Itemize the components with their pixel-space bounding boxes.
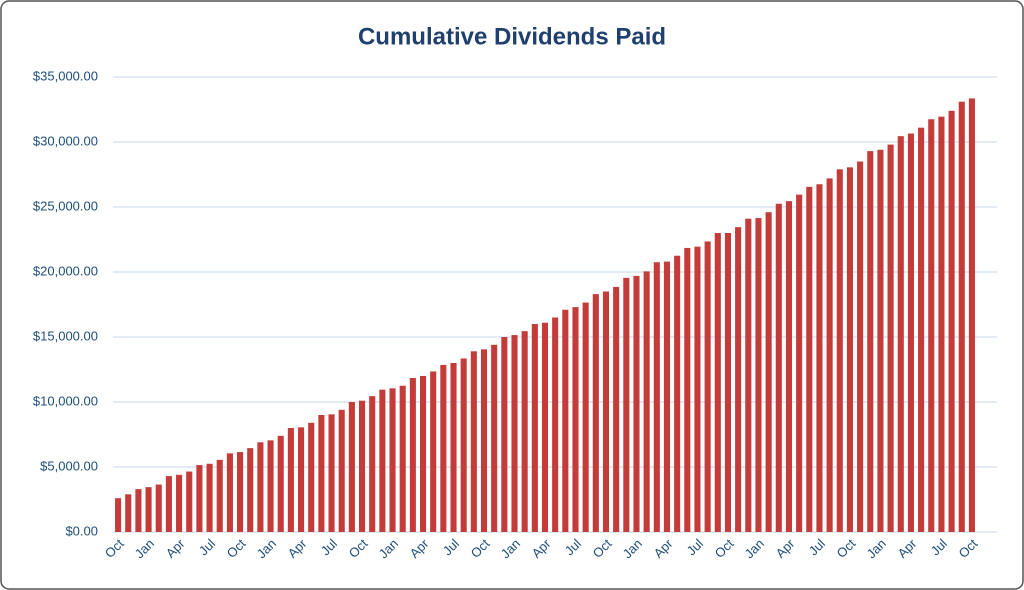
bar	[541, 322, 549, 532]
bar	[450, 363, 457, 532]
bar	[358, 400, 366, 532]
bar	[572, 307, 579, 532]
bar	[613, 286, 620, 532]
bar	[501, 337, 508, 532]
bar	[623, 277, 630, 532]
bar	[125, 494, 132, 532]
bar	[216, 459, 223, 532]
bar	[592, 294, 599, 532]
bar	[531, 324, 538, 532]
bar	[633, 275, 640, 532]
bar	[430, 371, 437, 532]
bar	[775, 203, 782, 532]
bar	[714, 233, 721, 532]
bar	[419, 376, 427, 532]
bar	[389, 388, 396, 532]
bar	[887, 144, 894, 532]
y-tick-label: $15,000.00	[33, 328, 98, 343]
bar	[165, 476, 172, 532]
bar	[745, 218, 752, 532]
bar	[318, 415, 325, 532]
bar	[440, 364, 447, 532]
bar	[674, 255, 681, 532]
bar	[287, 428, 294, 532]
bar	[755, 218, 762, 533]
bar	[765, 212, 772, 532]
bar	[867, 151, 874, 532]
chart-title: Cumulative Dividends Paid	[358, 23, 666, 50]
bar	[877, 149, 884, 533]
bar	[155, 484, 162, 532]
bar	[186, 471, 193, 532]
bar	[806, 186, 813, 532]
bar	[602, 291, 610, 532]
bar	[653, 262, 660, 532]
bar	[521, 331, 528, 532]
bar	[836, 169, 843, 533]
bar	[928, 119, 935, 532]
bar	[857, 161, 864, 532]
bar	[135, 489, 142, 532]
bar	[663, 261, 671, 532]
bar	[816, 184, 823, 532]
bar	[897, 136, 904, 532]
bar	[145, 487, 152, 532]
bar	[369, 396, 376, 532]
bar	[176, 474, 183, 532]
bar	[338, 409, 345, 532]
bar	[297, 427, 305, 532]
bar	[247, 448, 254, 532]
bar	[826, 178, 833, 532]
bar	[846, 167, 853, 532]
bar	[958, 101, 965, 532]
bar	[196, 465, 203, 532]
bar	[938, 116, 945, 533]
bar	[267, 440, 274, 532]
bar	[328, 414, 335, 532]
bar	[724, 233, 732, 532]
bar	[907, 133, 914, 533]
bar	[511, 335, 518, 532]
bar	[226, 453, 233, 532]
bar	[379, 389, 386, 532]
y-tick-label: $5,000.00	[40, 458, 98, 473]
bar	[694, 246, 701, 532]
bar	[237, 452, 244, 532]
bar	[968, 98, 975, 532]
bar	[552, 317, 559, 532]
bar	[643, 271, 650, 532]
bar	[308, 422, 315, 532]
bar	[277, 435, 284, 532]
bar	[206, 463, 213, 532]
y-tick-label: $0.00	[65, 523, 98, 538]
bar	[684, 247, 691, 532]
bar	[582, 302, 589, 532]
y-tick-label: $20,000.00	[33, 263, 98, 278]
bar	[348, 402, 355, 532]
bar	[562, 309, 569, 532]
bar	[735, 227, 742, 532]
bar	[399, 385, 406, 532]
bar	[257, 442, 264, 532]
bar	[409, 377, 416, 532]
bar	[470, 351, 477, 532]
bar	[491, 344, 498, 532]
bar	[704, 241, 711, 532]
bar	[115, 498, 122, 532]
bar	[796, 194, 803, 532]
y-tick-label: $10,000.00	[33, 393, 98, 408]
y-tick-label: $25,000.00	[33, 198, 98, 213]
bar	[948, 110, 955, 533]
bar	[918, 127, 925, 532]
bar	[785, 201, 793, 532]
bar	[460, 358, 467, 532]
y-tick-label: $35,000.00	[33, 68, 98, 83]
bar	[480, 349, 488, 532]
y-tick-label: $30,000.00	[33, 133, 98, 148]
